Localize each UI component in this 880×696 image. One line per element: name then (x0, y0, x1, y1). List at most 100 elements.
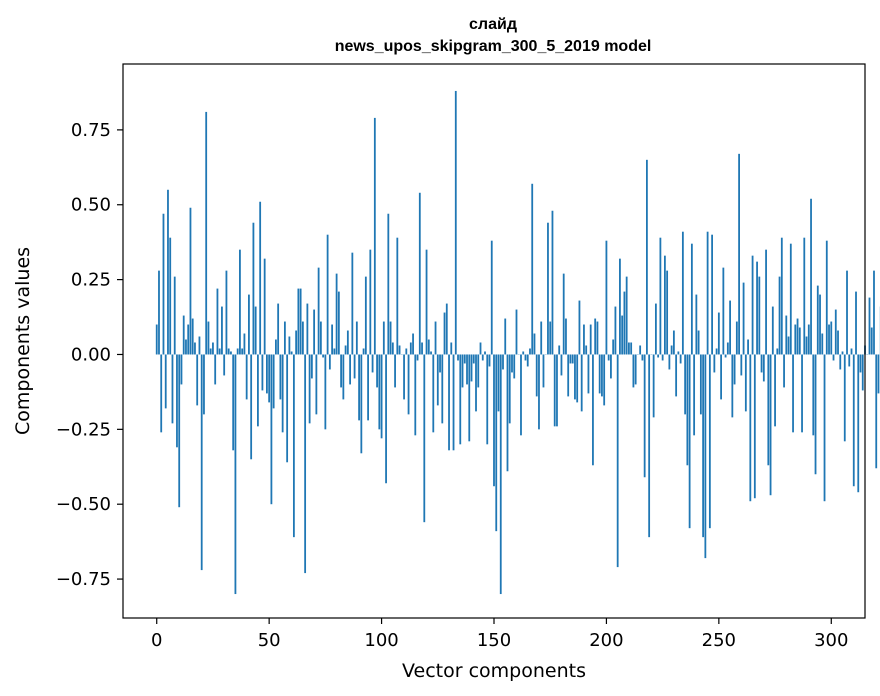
bar-13 (185, 339, 187, 355)
bar-134 (457, 354, 459, 361)
bar-171 (540, 321, 543, 355)
bar-139 (468, 354, 471, 442)
bar-240 (695, 294, 698, 355)
bar-10 (178, 354, 181, 508)
bar-32 (227, 348, 230, 355)
bar-85 (346, 330, 349, 355)
bar-77 (328, 354, 331, 370)
bar-44 (254, 306, 257, 355)
bar-82 (340, 354, 342, 388)
bar-0 (155, 324, 158, 355)
bar-174 (547, 222, 549, 355)
bar-172 (542, 354, 545, 388)
bar-197 (598, 354, 601, 394)
bar-231 (675, 354, 678, 397)
x-axis-ticks: 0 50 100 150 200 250 300 (151, 618, 848, 651)
bar-84 (344, 345, 347, 355)
bar-265 (751, 255, 754, 355)
bar-217 (643, 354, 646, 478)
bar-146 (484, 351, 486, 355)
bar-286 (798, 327, 801, 355)
bar-40 (245, 354, 248, 400)
bar-180 (560, 354, 563, 376)
bar-244 (704, 354, 707, 559)
bar-299 (828, 324, 830, 355)
x-tick-label: 200 (589, 630, 623, 651)
bar-34 (232, 354, 235, 451)
bar-112 (407, 354, 410, 415)
bar-193 (589, 324, 592, 355)
bar-219 (648, 354, 651, 538)
bar-310 (852, 354, 855, 487)
bar-90 (358, 354, 360, 421)
bar-307 (846, 270, 848, 355)
bar-9 (176, 354, 178, 448)
bar-80 (335, 273, 338, 355)
bar-227 (666, 270, 669, 355)
bar-287 (801, 354, 803, 433)
bar-262 (744, 354, 747, 412)
bar-46 (259, 201, 262, 355)
bar-149 (490, 240, 493, 355)
bar-272 (767, 354, 770, 466)
bar-305 (841, 351, 844, 355)
bar-126 (439, 354, 441, 373)
bar-75 (324, 354, 327, 430)
bar-78 (331, 324, 334, 355)
bar-20 (200, 354, 203, 571)
bar-116 (416, 354, 419, 361)
bar-72 (317, 267, 320, 355)
bar-188 (578, 300, 581, 355)
bar-128 (443, 312, 446, 355)
bar-118 (421, 342, 423, 355)
bar-29 (221, 306, 223, 355)
bar-313 (859, 354, 862, 373)
bar-263 (747, 339, 749, 355)
bar-164 (524, 354, 527, 361)
bar-254 (726, 342, 729, 355)
bar-147 (486, 354, 489, 445)
bar-31 (225, 270, 228, 355)
bar-105 (391, 342, 394, 355)
bar-281 (787, 336, 790, 355)
bar-276 (776, 348, 779, 355)
bar-115 (414, 354, 417, 436)
bar-237 (688, 354, 691, 529)
bar-7 (171, 354, 174, 424)
bar-260 (740, 354, 743, 376)
bar-125 (436, 354, 439, 406)
bar-101 (382, 321, 385, 355)
bar-183 (567, 354, 570, 397)
y-tick-label: −0.50 (56, 494, 111, 515)
bar-160 (515, 309, 518, 355)
bar-8 (173, 276, 176, 355)
bar-222 (654, 303, 657, 355)
bar-132 (452, 354, 455, 451)
bar-250 (717, 312, 720, 355)
bar-204 (614, 306, 617, 355)
bar-114 (412, 333, 414, 355)
bar-12 (182, 315, 185, 355)
bar-192 (587, 354, 590, 394)
bar-251 (720, 354, 722, 400)
bar-169 (535, 354, 538, 397)
bar-280 (785, 315, 788, 355)
bar-153 (499, 354, 502, 595)
x-tick-label: 100 (364, 630, 398, 651)
bar-271 (765, 249, 767, 355)
bar-185 (571, 354, 574, 364)
bar-155 (504, 318, 507, 355)
bar-249 (715, 348, 718, 355)
bar-99 (378, 354, 381, 430)
bar-294 (816, 285, 819, 355)
bar-87 (351, 252, 354, 355)
bar-5 (167, 189, 169, 355)
bar-35 (234, 354, 237, 595)
bar-225 (661, 354, 664, 361)
bar-117 (418, 192, 421, 355)
bar-130 (448, 354, 450, 451)
bar-64 (299, 288, 302, 355)
bar-76 (326, 234, 329, 355)
bar-308 (848, 354, 851, 367)
bar-245 (706, 231, 709, 355)
